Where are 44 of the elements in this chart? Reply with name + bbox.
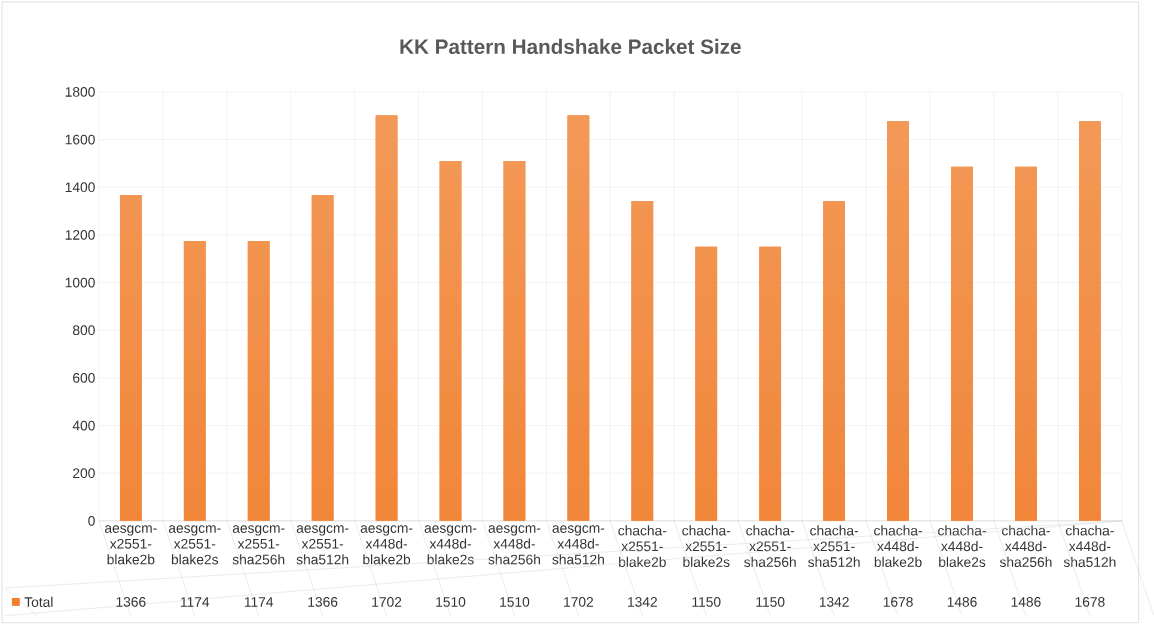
x-tick-label: aesgcm-x448d-sha256h	[488, 525, 541, 565]
data-label: 1702	[564, 597, 594, 607]
x-tick-label: aesgcm-x2551-sha512h	[296, 525, 349, 565]
legend-label: Total	[24, 597, 53, 608]
x-tick-label: chacha-x448d-sha256h	[999, 525, 1052, 568]
x-tick-label: aesgcm-x448d-blake2b	[360, 525, 413, 565]
y-tick-label: 800	[72, 325, 95, 336]
y-tick-label: 1400	[65, 182, 95, 193]
chart-title: KK Pattern Handshake Packet Size	[400, 39, 741, 55]
y-tick-label: 400	[72, 420, 95, 431]
data-label: 1510	[436, 597, 466, 607]
data-label: 1678	[883, 597, 913, 607]
data-label: 1150	[756, 597, 785, 607]
data-label: 1678	[1075, 597, 1105, 607]
x-tick-label: aesgcm-x2551-blake2b	[104, 525, 157, 565]
x-tick-label: aesgcm-x448d-blake2s	[424, 525, 477, 565]
data-label: 1366	[308, 597, 338, 607]
data-label: 1174	[244, 597, 274, 607]
x-tick-label: aesgcm-x2551-sha256h	[232, 525, 285, 565]
x-tick-label: chacha-x2551-blake2s	[682, 525, 731, 568]
x-tick-label: chacha-x448d-blake2b	[874, 525, 922, 568]
y-tick-label: 1800	[65, 87, 95, 97]
data-label: 1174	[180, 597, 210, 607]
x-tick-label: chacha-x2551-sha512h	[808, 525, 860, 568]
data-label: 1510	[500, 597, 530, 607]
y-tick-label: 1200	[65, 230, 95, 240]
x-tick-label: chacha-x2551-blake2b	[618, 525, 667, 568]
x-tick-label: chacha-x2551-sha256h	[744, 525, 796, 568]
data-label: 1150	[692, 597, 721, 607]
data-label: 1342	[819, 597, 849, 607]
data-label: 1486	[1011, 597, 1041, 607]
y-tick-label: 600	[73, 373, 95, 383]
x-tick-label: aesgcm-x448d-sha512h	[552, 525, 605, 565]
data-label: 1342	[628, 597, 657, 607]
data-label: 1366	[116, 597, 146, 607]
y-tick-label: 0	[88, 516, 95, 526]
x-tick-label: chacha-x448d-blake2s	[938, 525, 986, 568]
x-tick-label: aesgcm-x2551-blake2s	[168, 525, 221, 565]
y-tick-label: 1000	[65, 277, 95, 288]
y-tick-label: 200	[73, 468, 95, 479]
y-tick-label: 1600	[65, 134, 95, 145]
x-tick-label: chacha-x448d-sha512h	[1063, 525, 1116, 568]
data-label: 1486	[947, 597, 977, 607]
data-label: 1702	[372, 597, 402, 607]
